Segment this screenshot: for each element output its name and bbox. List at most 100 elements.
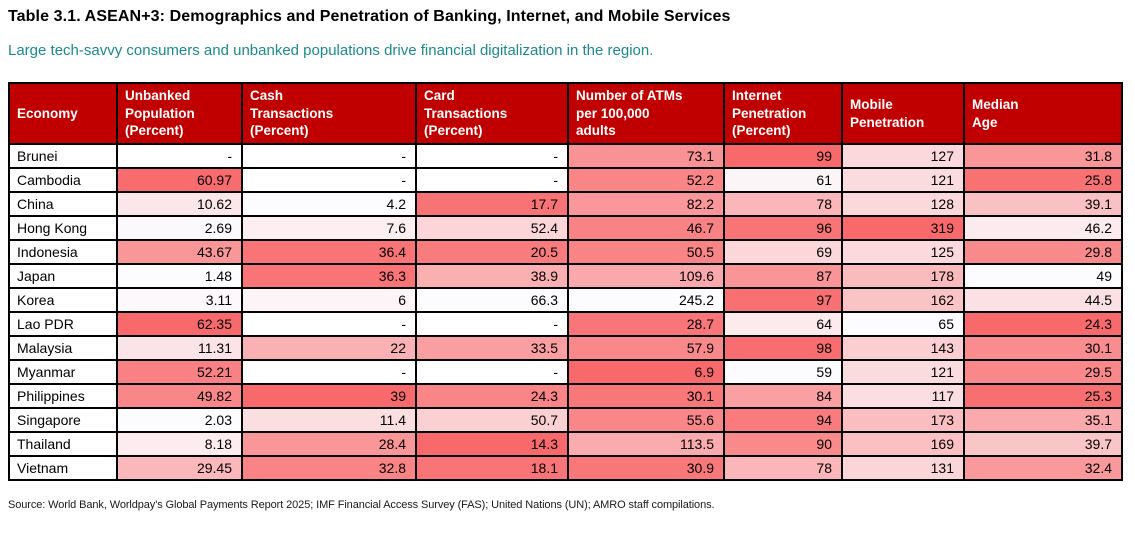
report-page: Table 3.1. ASEAN+3: Demographics and Pen… bbox=[8, 8, 1123, 511]
value-cell: 39.7 bbox=[963, 431, 1123, 457]
value-cell: 162 bbox=[841, 287, 965, 313]
value-cell: 25.8 bbox=[963, 167, 1123, 193]
table-row: Hong Kong 2.69 7.6 52.4 46.7 96 319 46.2 bbox=[8, 215, 1123, 241]
value-cell: 49.82 bbox=[116, 383, 243, 409]
economy-cell: Thailand bbox=[8, 431, 118, 457]
value-cell: 6.9 bbox=[567, 359, 725, 385]
table-row: Lao PDR 62.35- -28.7 64 65 24.3 bbox=[8, 311, 1123, 337]
economy-cell: Lao PDR bbox=[8, 311, 118, 337]
value-cell: 99 bbox=[723, 143, 843, 169]
value-cell: 78 bbox=[723, 191, 843, 217]
economy-cell: Korea bbox=[8, 287, 118, 313]
value-cell: 121 bbox=[841, 167, 965, 193]
value-cell: 121 bbox=[841, 359, 965, 385]
table-row: Myanmar 52.21- -6.9 59 121 29.5 bbox=[8, 359, 1123, 385]
economy-cell: Singapore bbox=[8, 407, 118, 433]
value-cell: 57.9 bbox=[567, 335, 725, 361]
value-cell: 117 bbox=[841, 383, 965, 409]
table-row: Indonesia 43.67 36.4 20.5 50.5 69 125 29.8 bbox=[8, 239, 1123, 265]
value-cell: 32.8 bbox=[241, 455, 417, 481]
value-cell: 30.9 bbox=[567, 455, 725, 481]
economy-cell: Hong Kong bbox=[8, 215, 118, 241]
value-cell: 131 bbox=[841, 455, 965, 481]
column-header: Mobile Penetration bbox=[841, 82, 965, 145]
economy-cell: Cambodia bbox=[8, 167, 118, 193]
column-header: Economy bbox=[8, 82, 118, 145]
value-cell: 98 bbox=[723, 335, 843, 361]
table-row: Brunei - - -73.1 99 127 31.8 bbox=[8, 143, 1123, 169]
table-row: Korea 3.11 6 66.3 245.2 97 162 44.5 bbox=[8, 287, 1123, 313]
value-cell: - bbox=[241, 359, 417, 385]
value-cell: 84 bbox=[723, 383, 843, 409]
value-cell: 11.31 bbox=[116, 335, 243, 361]
economy-cell: China bbox=[8, 191, 118, 217]
value-cell: 32.4 bbox=[963, 455, 1123, 481]
value-cell: 73.1 bbox=[567, 143, 725, 169]
value-cell: 55.6 bbox=[567, 407, 725, 433]
value-cell: 52.2 bbox=[567, 167, 725, 193]
value-cell: - bbox=[415, 167, 569, 193]
value-cell: 24.3 bbox=[963, 311, 1123, 337]
value-cell: 49 bbox=[963, 263, 1123, 289]
economy-cell: Malaysia bbox=[8, 335, 118, 361]
column-header: Card Transactions (Percent) bbox=[415, 82, 569, 145]
economy-cell: Philippines bbox=[8, 383, 118, 409]
value-cell: 109.6 bbox=[567, 263, 725, 289]
value-cell: 46.2 bbox=[963, 215, 1123, 241]
value-cell: - bbox=[241, 311, 417, 337]
value-cell: 69 bbox=[723, 239, 843, 265]
value-cell: 59 bbox=[723, 359, 843, 385]
value-cell: 29.45 bbox=[116, 455, 243, 481]
value-cell: 62.35 bbox=[116, 311, 243, 337]
value-cell: 36.4 bbox=[241, 239, 417, 265]
value-cell: 36.3 bbox=[241, 263, 417, 289]
value-cell: 3.11 bbox=[116, 287, 243, 313]
economy-cell: Myanmar bbox=[8, 359, 118, 385]
value-cell: 64 bbox=[723, 311, 843, 337]
table-row: Philippines 49.82 39 24.3 30.1 84 117 25.3 bbox=[8, 383, 1123, 409]
value-cell: 113.5 bbox=[567, 431, 725, 457]
value-cell: 245.2 bbox=[567, 287, 725, 313]
value-cell: 82.2 bbox=[567, 191, 725, 217]
value-cell: 39 bbox=[241, 383, 417, 409]
value-cell: 33.5 bbox=[415, 335, 569, 361]
value-cell: 10.62 bbox=[116, 191, 243, 217]
value-cell: 30.1 bbox=[567, 383, 725, 409]
value-cell: 78 bbox=[723, 455, 843, 481]
value-cell: 29.5 bbox=[963, 359, 1123, 385]
value-cell: 18.1 bbox=[415, 455, 569, 481]
value-cell: 35.1 bbox=[963, 407, 1123, 433]
economy-cell: Indonesia bbox=[8, 239, 118, 265]
table-row: Japan 1.48 36.3 38.9 109.6 87 178 49 bbox=[8, 263, 1123, 289]
value-cell: - bbox=[241, 143, 417, 169]
value-cell: 125 bbox=[841, 239, 965, 265]
value-cell: 11.4 bbox=[241, 407, 417, 433]
value-cell: 65 bbox=[841, 311, 965, 337]
value-cell: 127 bbox=[841, 143, 965, 169]
value-cell: 31.8 bbox=[963, 143, 1123, 169]
table-row: China 10.62 4.2 17.7 82.2 78 128 39.1 bbox=[8, 191, 1123, 217]
table-row: Malaysia 11.31 22 33.5 57.9 98 143 30.1 bbox=[8, 335, 1123, 361]
value-cell: 14.3 bbox=[415, 431, 569, 457]
value-cell: 17.7 bbox=[415, 191, 569, 217]
value-cell: - bbox=[415, 359, 569, 385]
value-cell: 2.69 bbox=[116, 215, 243, 241]
economy-cell: Brunei bbox=[8, 143, 118, 169]
value-cell: 7.6 bbox=[241, 215, 417, 241]
column-header: Number of ATMs per 100,000 adults bbox=[567, 82, 725, 145]
value-cell: 90 bbox=[723, 431, 843, 457]
value-cell: 50.7 bbox=[415, 407, 569, 433]
table-row: Cambodia 60.97- -52.2 61 121 25.8 bbox=[8, 167, 1123, 193]
value-cell: 52.4 bbox=[415, 215, 569, 241]
value-cell: 97 bbox=[723, 287, 843, 313]
value-cell: - bbox=[241, 167, 417, 193]
value-cell: 46.7 bbox=[567, 215, 725, 241]
value-cell: 44.5 bbox=[963, 287, 1123, 313]
economy-cell: Japan bbox=[8, 263, 118, 289]
value-cell: 66.3 bbox=[415, 287, 569, 313]
value-cell: 178 bbox=[841, 263, 965, 289]
page-subtitle: Large tech-savvy consumers and unbanked … bbox=[8, 42, 654, 59]
economy-cell: Vietnam bbox=[8, 455, 118, 481]
value-cell: 50.5 bbox=[567, 239, 725, 265]
column-header: Internet Penetration (Percent) bbox=[723, 82, 843, 145]
